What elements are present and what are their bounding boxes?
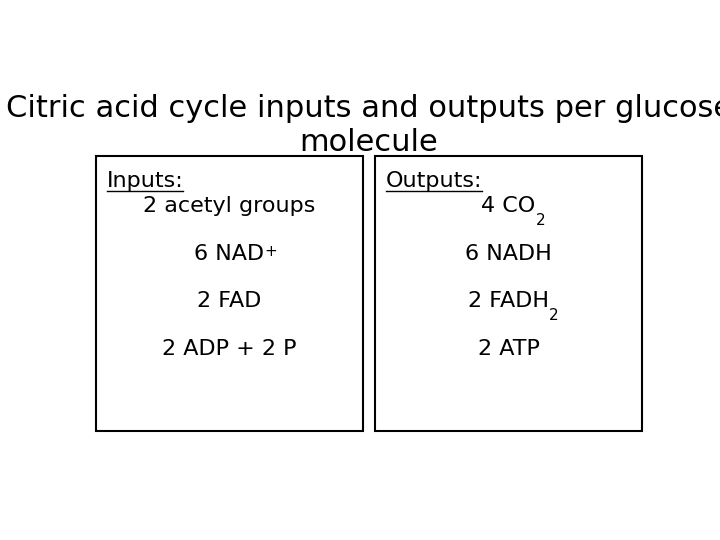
Text: +: + xyxy=(264,244,277,259)
Text: 2: 2 xyxy=(549,308,559,323)
Text: 4 CO: 4 CO xyxy=(482,196,536,216)
Text: 2 FADH: 2 FADH xyxy=(468,292,549,312)
Text: Citric acid cycle inputs and outputs per glucose
molecule: Citric acid cycle inputs and outputs per… xyxy=(6,94,720,157)
Text: 2 FAD: 2 FAD xyxy=(197,292,261,312)
Text: 2 acetyl groups: 2 acetyl groups xyxy=(143,196,315,216)
Text: Inputs:: Inputs: xyxy=(107,171,184,191)
Text: 2 ATP: 2 ATP xyxy=(477,339,539,359)
Text: Outputs:: Outputs: xyxy=(386,171,482,191)
Text: 6 NADH: 6 NADH xyxy=(465,244,552,264)
Bar xyxy=(96,156,364,431)
Text: 2 ADP + 2 P: 2 ADP + 2 P xyxy=(162,339,297,359)
Bar xyxy=(374,156,642,431)
Text: 6 NAD: 6 NAD xyxy=(194,244,264,264)
Text: 2: 2 xyxy=(536,213,545,228)
